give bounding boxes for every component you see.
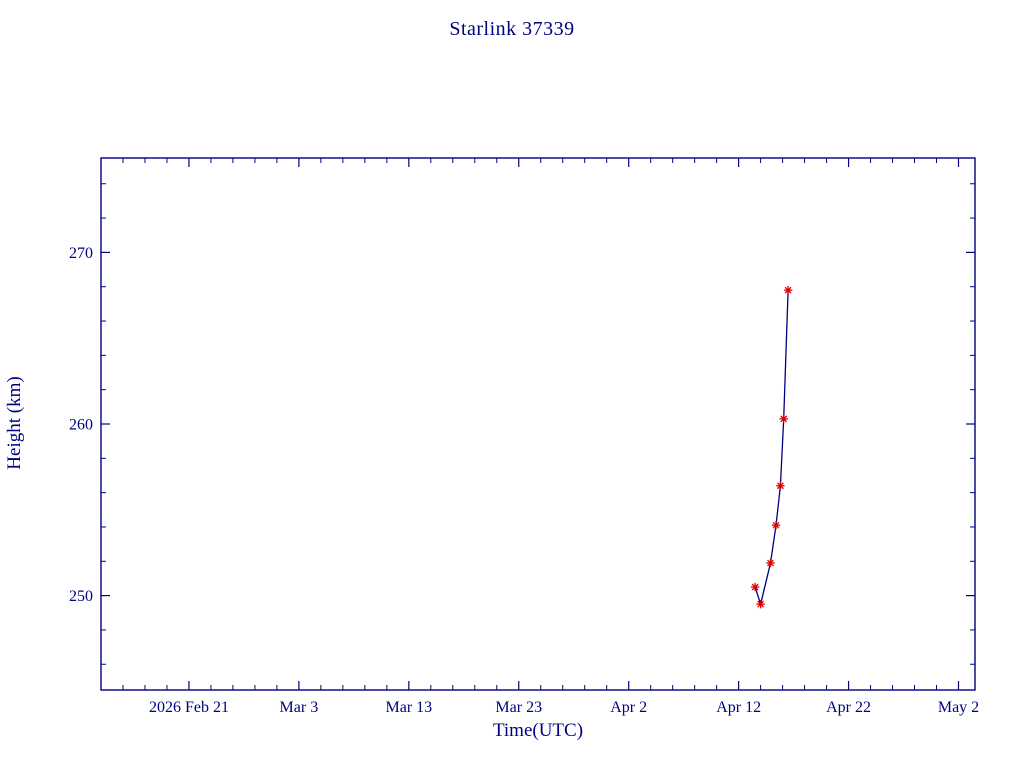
x-tick-label: Mar 3 — [280, 699, 319, 716]
height-series-line — [754, 290, 789, 607]
chart-title: Starlink 37339 — [449, 18, 575, 40]
data-point-marker — [767, 559, 774, 567]
data-point-marker — [772, 521, 780, 529]
data-point-marker — [757, 600, 765, 608]
x-tick-label: Mar 23 — [495, 699, 542, 716]
x-tick-label: Apr 12 — [716, 699, 761, 716]
y-tick-label: 250 — [69, 588, 93, 605]
y-tick-label: 270 — [69, 245, 93, 262]
data-point-marker — [751, 583, 759, 591]
data-point-marker — [776, 482, 784, 490]
data-point-marker — [780, 415, 788, 423]
x-tick-label: 2026 Feb 21 — [149, 699, 229, 716]
x-tick-label: Apr 2 — [610, 699, 647, 716]
x-tick-label: Mar 13 — [385, 699, 432, 716]
plot-frame — [100, 157, 976, 691]
x-axis-label: Time(UTC) — [492, 720, 584, 741]
x-tick-label: Apr 22 — [826, 699, 871, 716]
y-tick-label: 260 — [69, 417, 93, 434]
data-point-marker — [784, 286, 792, 294]
x-tick-label: May 2 — [938, 699, 979, 716]
